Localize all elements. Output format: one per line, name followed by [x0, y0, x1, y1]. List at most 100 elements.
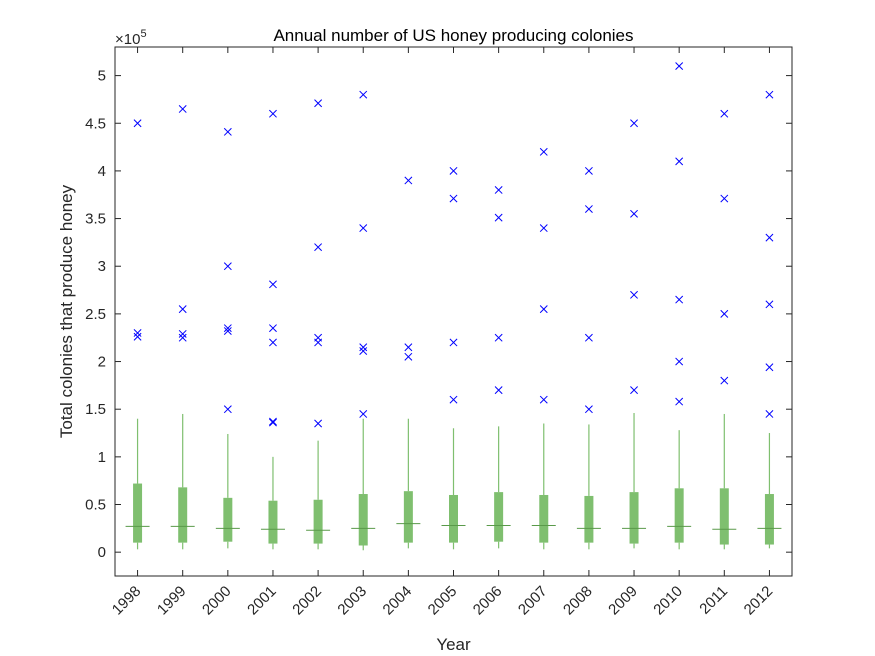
outlier-stroke [630, 209, 638, 218]
outlier-marker [675, 397, 684, 406]
box-iqr [268, 500, 278, 544]
box-iqr [764, 494, 774, 545]
outlier-stroke [765, 410, 774, 418]
outlier-marker [675, 157, 684, 166]
outlier-marker [494, 386, 503, 395]
outliers-group [133, 62, 774, 428]
outlier-marker [539, 305, 548, 314]
outlier-marker [223, 262, 232, 271]
y-tick-label: 0 [98, 544, 106, 561]
chart-title: Annual number of US honey producing colo… [273, 26, 633, 45]
outlier-marker [539, 224, 548, 233]
outlier-marker [584, 333, 593, 342]
box-iqr [449, 494, 458, 543]
outlier-stroke [494, 213, 503, 222]
y-tick-label: 4 [98, 163, 106, 180]
outlier-marker [630, 290, 638, 299]
outlier-marker [314, 338, 323, 347]
y-tick-label: 1.5 [85, 401, 106, 418]
outlier-stroke [720, 376, 729, 385]
box-2005 [441, 428, 466, 550]
outlier-stroke [765, 233, 774, 242]
outlier-marker [765, 90, 774, 99]
x-tick-label: 2008 [560, 583, 596, 619]
outlier-stroke [269, 109, 277, 118]
box-iqr [223, 497, 233, 542]
outlier-marker [359, 343, 368, 352]
outlier-stroke [223, 127, 232, 136]
outlier-stroke [404, 343, 413, 352]
outlier-marker [269, 417, 277, 426]
outlier-marker [223, 324, 232, 333]
outlier-marker [178, 105, 187, 113]
outlier-stroke [539, 224, 548, 233]
outlier-marker [223, 127, 232, 136]
y-exponent-base: ×10 [115, 31, 140, 48]
outlier-stroke [449, 166, 458, 175]
outlier-marker [359, 224, 368, 233]
outlier-stroke [314, 419, 323, 428]
outlier-marker [630, 386, 638, 395]
outlier-stroke [359, 343, 368, 352]
outlier-marker [269, 109, 277, 118]
outlier-marker [314, 99, 323, 108]
y-exponent-power: 5 [140, 28, 146, 40]
x-tick-label: 2000 [199, 583, 235, 619]
outlier-stroke [584, 166, 593, 175]
y-tick-label: 0.5 [85, 497, 106, 514]
outlier-stroke [223, 327, 232, 335]
outlier-stroke [449, 194, 458, 203]
outlier-marker [584, 405, 593, 414]
outlier-marker [494, 213, 503, 222]
outlier-marker [720, 309, 729, 318]
outlier-marker [404, 352, 413, 361]
outlier-marker [314, 243, 323, 252]
outlier-stroke [178, 329, 187, 338]
y-axis-exponent: ×105 [115, 28, 147, 48]
y-tick-label: 2.5 [85, 306, 106, 323]
y-tick-label: 2 [98, 354, 106, 371]
outlier-marker [630, 119, 638, 128]
outlier-stroke [314, 99, 323, 108]
outlier-stroke [404, 176, 413, 185]
outlier-stroke [584, 205, 593, 213]
outlier-stroke [269, 338, 277, 347]
outlier-stroke [223, 324, 232, 333]
outlier-marker [539, 147, 548, 156]
outlier-marker [584, 205, 593, 213]
outlier-stroke [539, 305, 548, 314]
x-axis-title: Year [436, 635, 471, 654]
outlier-marker [404, 343, 413, 352]
box-2007 [531, 423, 556, 550]
x-tick-label: 1999 [154, 583, 190, 619]
x-tick-label: 2012 [741, 583, 777, 619]
boxes-group [125, 413, 782, 551]
y-tick-label: 1 [98, 449, 106, 466]
x-tick-label: 2006 [470, 583, 506, 619]
outlier-marker [765, 233, 774, 242]
y-axis-title: Total colonies that produce honey [57, 184, 76, 438]
outlier-marker [584, 166, 593, 175]
box-2001 [260, 456, 285, 550]
outlier-stroke [133, 119, 142, 128]
outlier-stroke [269, 418, 277, 427]
outlier-stroke [539, 147, 548, 156]
box-iqr [313, 499, 323, 544]
outlier-marker [223, 405, 232, 414]
box-1999 [170, 413, 195, 550]
box-2002 [306, 440, 331, 550]
x-tick-label: 2011 [696, 583, 731, 618]
outlier-marker [133, 332, 142, 341]
outlier-stroke [675, 62, 684, 71]
x-tick-label: 2002 [289, 583, 325, 619]
box-iqr [629, 492, 639, 544]
box-iqr [674, 488, 684, 543]
outlier-stroke [494, 186, 503, 194]
outlier-stroke [133, 332, 142, 341]
outlier-marker [269, 338, 277, 347]
outlier-marker [449, 194, 458, 203]
outlier-stroke [765, 90, 774, 99]
outlier-stroke [178, 333, 187, 342]
outlier-marker [675, 357, 684, 366]
outlier-marker [765, 363, 774, 372]
